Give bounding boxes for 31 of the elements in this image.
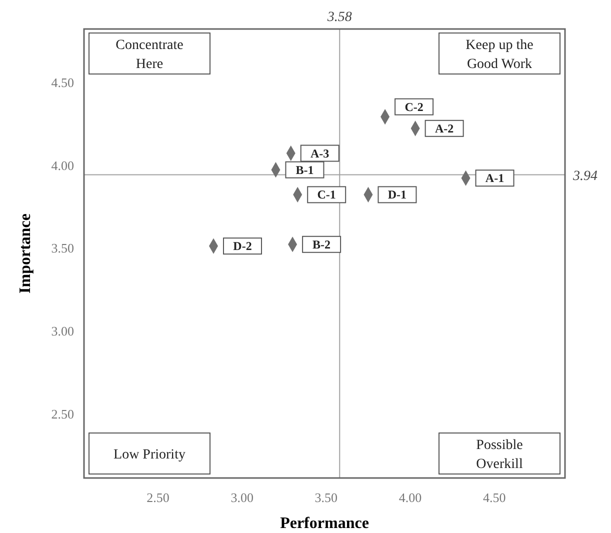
y-axis-title: Importance [17, 214, 34, 294]
annotation: Concentrate Here [116, 38, 184, 72]
annotation: Keep up the Good Work [466, 38, 534, 72]
annotation: Low Priority [114, 448, 186, 462]
data-label: C-1 [317, 188, 336, 202]
data-label: A-3 [310, 146, 330, 160]
data-label: B-2 [312, 237, 331, 252]
ref-line-label: 3.94 [572, 168, 598, 184]
data-label: A-1 [485, 171, 504, 186]
ref-line-label: 3.58 [326, 10, 352, 25]
x-axis-title: Performance [280, 515, 369, 532]
quadrant-note-box: Possible Overkill [438, 432, 560, 474]
data-label: D-2 [233, 239, 252, 254]
x-tick-label: 4.50 [482, 490, 506, 505]
y-tick-label: 3.00 [51, 324, 74, 339]
data-label: A-2 [434, 121, 454, 136]
x-tick-label: 3.00 [230, 490, 254, 505]
quadrant-note-box: Low Priority [88, 432, 210, 474]
data-label: B-1 [296, 162, 314, 177]
x-tick-label: 2.50 [146, 490, 170, 505]
y-tick-label: 3.50 [51, 240, 74, 256]
y-tick-label: 4.00 [51, 158, 74, 173]
y-tick-label: 2.50 [51, 406, 74, 422]
quadrant-note-box: Concentrate Here [88, 32, 210, 74]
y-tick-label: 4.50 [51, 75, 74, 90]
data-label: C-2 [404, 100, 424, 114]
quadrant-note-box: Keep up the Good Work [438, 32, 560, 74]
x-tick-label: 3.50 [314, 490, 338, 505]
data-label: D-1 [388, 188, 407, 202]
annotation: Possible Overkill [476, 438, 523, 472]
x-tick-label: 4.00 [398, 490, 422, 505]
